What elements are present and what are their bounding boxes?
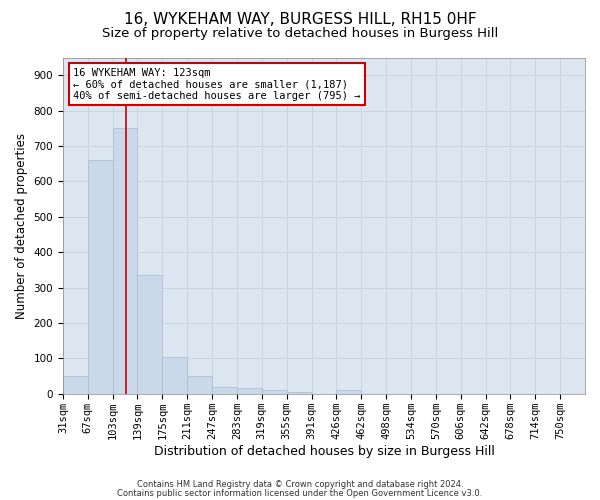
Text: 16, WYKEHAM WAY, BURGESS HILL, RH15 0HF: 16, WYKEHAM WAY, BURGESS HILL, RH15 0HF [124, 12, 476, 28]
Bar [63, 376, 88, 394]
Bar [287, 392, 311, 394]
Bar [337, 390, 361, 394]
X-axis label: Distribution of detached houses by size in Burgess Hill: Distribution of detached houses by size … [154, 444, 494, 458]
Bar [137, 275, 163, 394]
Bar [237, 388, 262, 394]
Bar [187, 376, 212, 394]
Bar [212, 386, 237, 394]
Bar [113, 128, 137, 394]
Text: Contains HM Land Registry data © Crown copyright and database right 2024.: Contains HM Land Registry data © Crown c… [137, 480, 463, 489]
Bar [88, 160, 113, 394]
Bar [262, 390, 287, 394]
Y-axis label: Number of detached properties: Number of detached properties [15, 132, 28, 318]
Text: Size of property relative to detached houses in Burgess Hill: Size of property relative to detached ho… [102, 28, 498, 40]
Text: 16 WYKEHAM WAY: 123sqm
← 60% of detached houses are smaller (1,187)
40% of semi-: 16 WYKEHAM WAY: 123sqm ← 60% of detached… [73, 68, 361, 101]
Text: Contains public sector information licensed under the Open Government Licence v3: Contains public sector information licen… [118, 488, 482, 498]
Bar [163, 356, 187, 394]
